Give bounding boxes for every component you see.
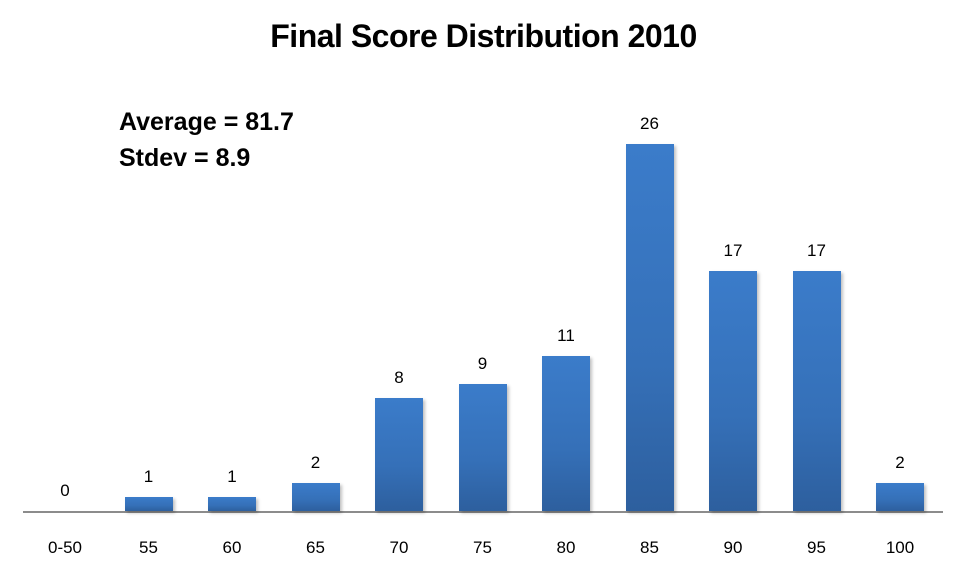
- bar-value-label: 17: [723, 241, 743, 260]
- bar: [709, 271, 757, 511]
- x-tick-label: 75: [473, 538, 492, 557]
- bar-value-label: 8: [394, 368, 404, 387]
- stdev-text: Stdev = 8.9: [119, 144, 251, 172]
- x-tick-label: 60: [222, 538, 242, 557]
- x-tick-label: 0-50: [47, 538, 83, 557]
- x-tick-label: 95: [807, 538, 826, 557]
- bar-value-label: 26: [640, 114, 659, 133]
- bar-value-label: 2: [895, 453, 905, 472]
- bar: [876, 483, 924, 511]
- x-tick-label: 85: [640, 538, 659, 557]
- bar: [542, 356, 590, 511]
- bar: [625, 144, 674, 511]
- bar: [124, 497, 173, 511]
- x-axis-line: [23, 511, 943, 513]
- bar-value-label: 11: [557, 326, 575, 345]
- x-tick-label: 100: [885, 538, 915, 557]
- bar: [291, 483, 340, 511]
- bar: [792, 271, 841, 511]
- x-tick-label: 65: [306, 538, 325, 557]
- x-tick-label: 80: [556, 538, 576, 557]
- bar-value-label: 17: [807, 241, 826, 260]
- bar: [458, 384, 507, 511]
- x-tick-label: 70: [389, 538, 409, 557]
- bar-value-label: 1: [227, 467, 237, 486]
- x-tick-label: 90: [723, 538, 743, 557]
- bar: [208, 497, 256, 511]
- bar-value-label: 9: [477, 354, 488, 373]
- bar-value-label: 1: [143, 467, 154, 486]
- bar-value-label: 0: [60, 481, 70, 500]
- bar-value-label: 2: [310, 453, 321, 472]
- stats-annotation: Average = 81.7 Stdev = 8.9: [119, 104, 294, 176]
- x-tick-label: 55: [139, 538, 158, 557]
- chart-title: Final Score Distribution 2010: [270, 18, 697, 54]
- average-text: Average = 81.7: [119, 108, 294, 136]
- bar: [375, 398, 423, 511]
